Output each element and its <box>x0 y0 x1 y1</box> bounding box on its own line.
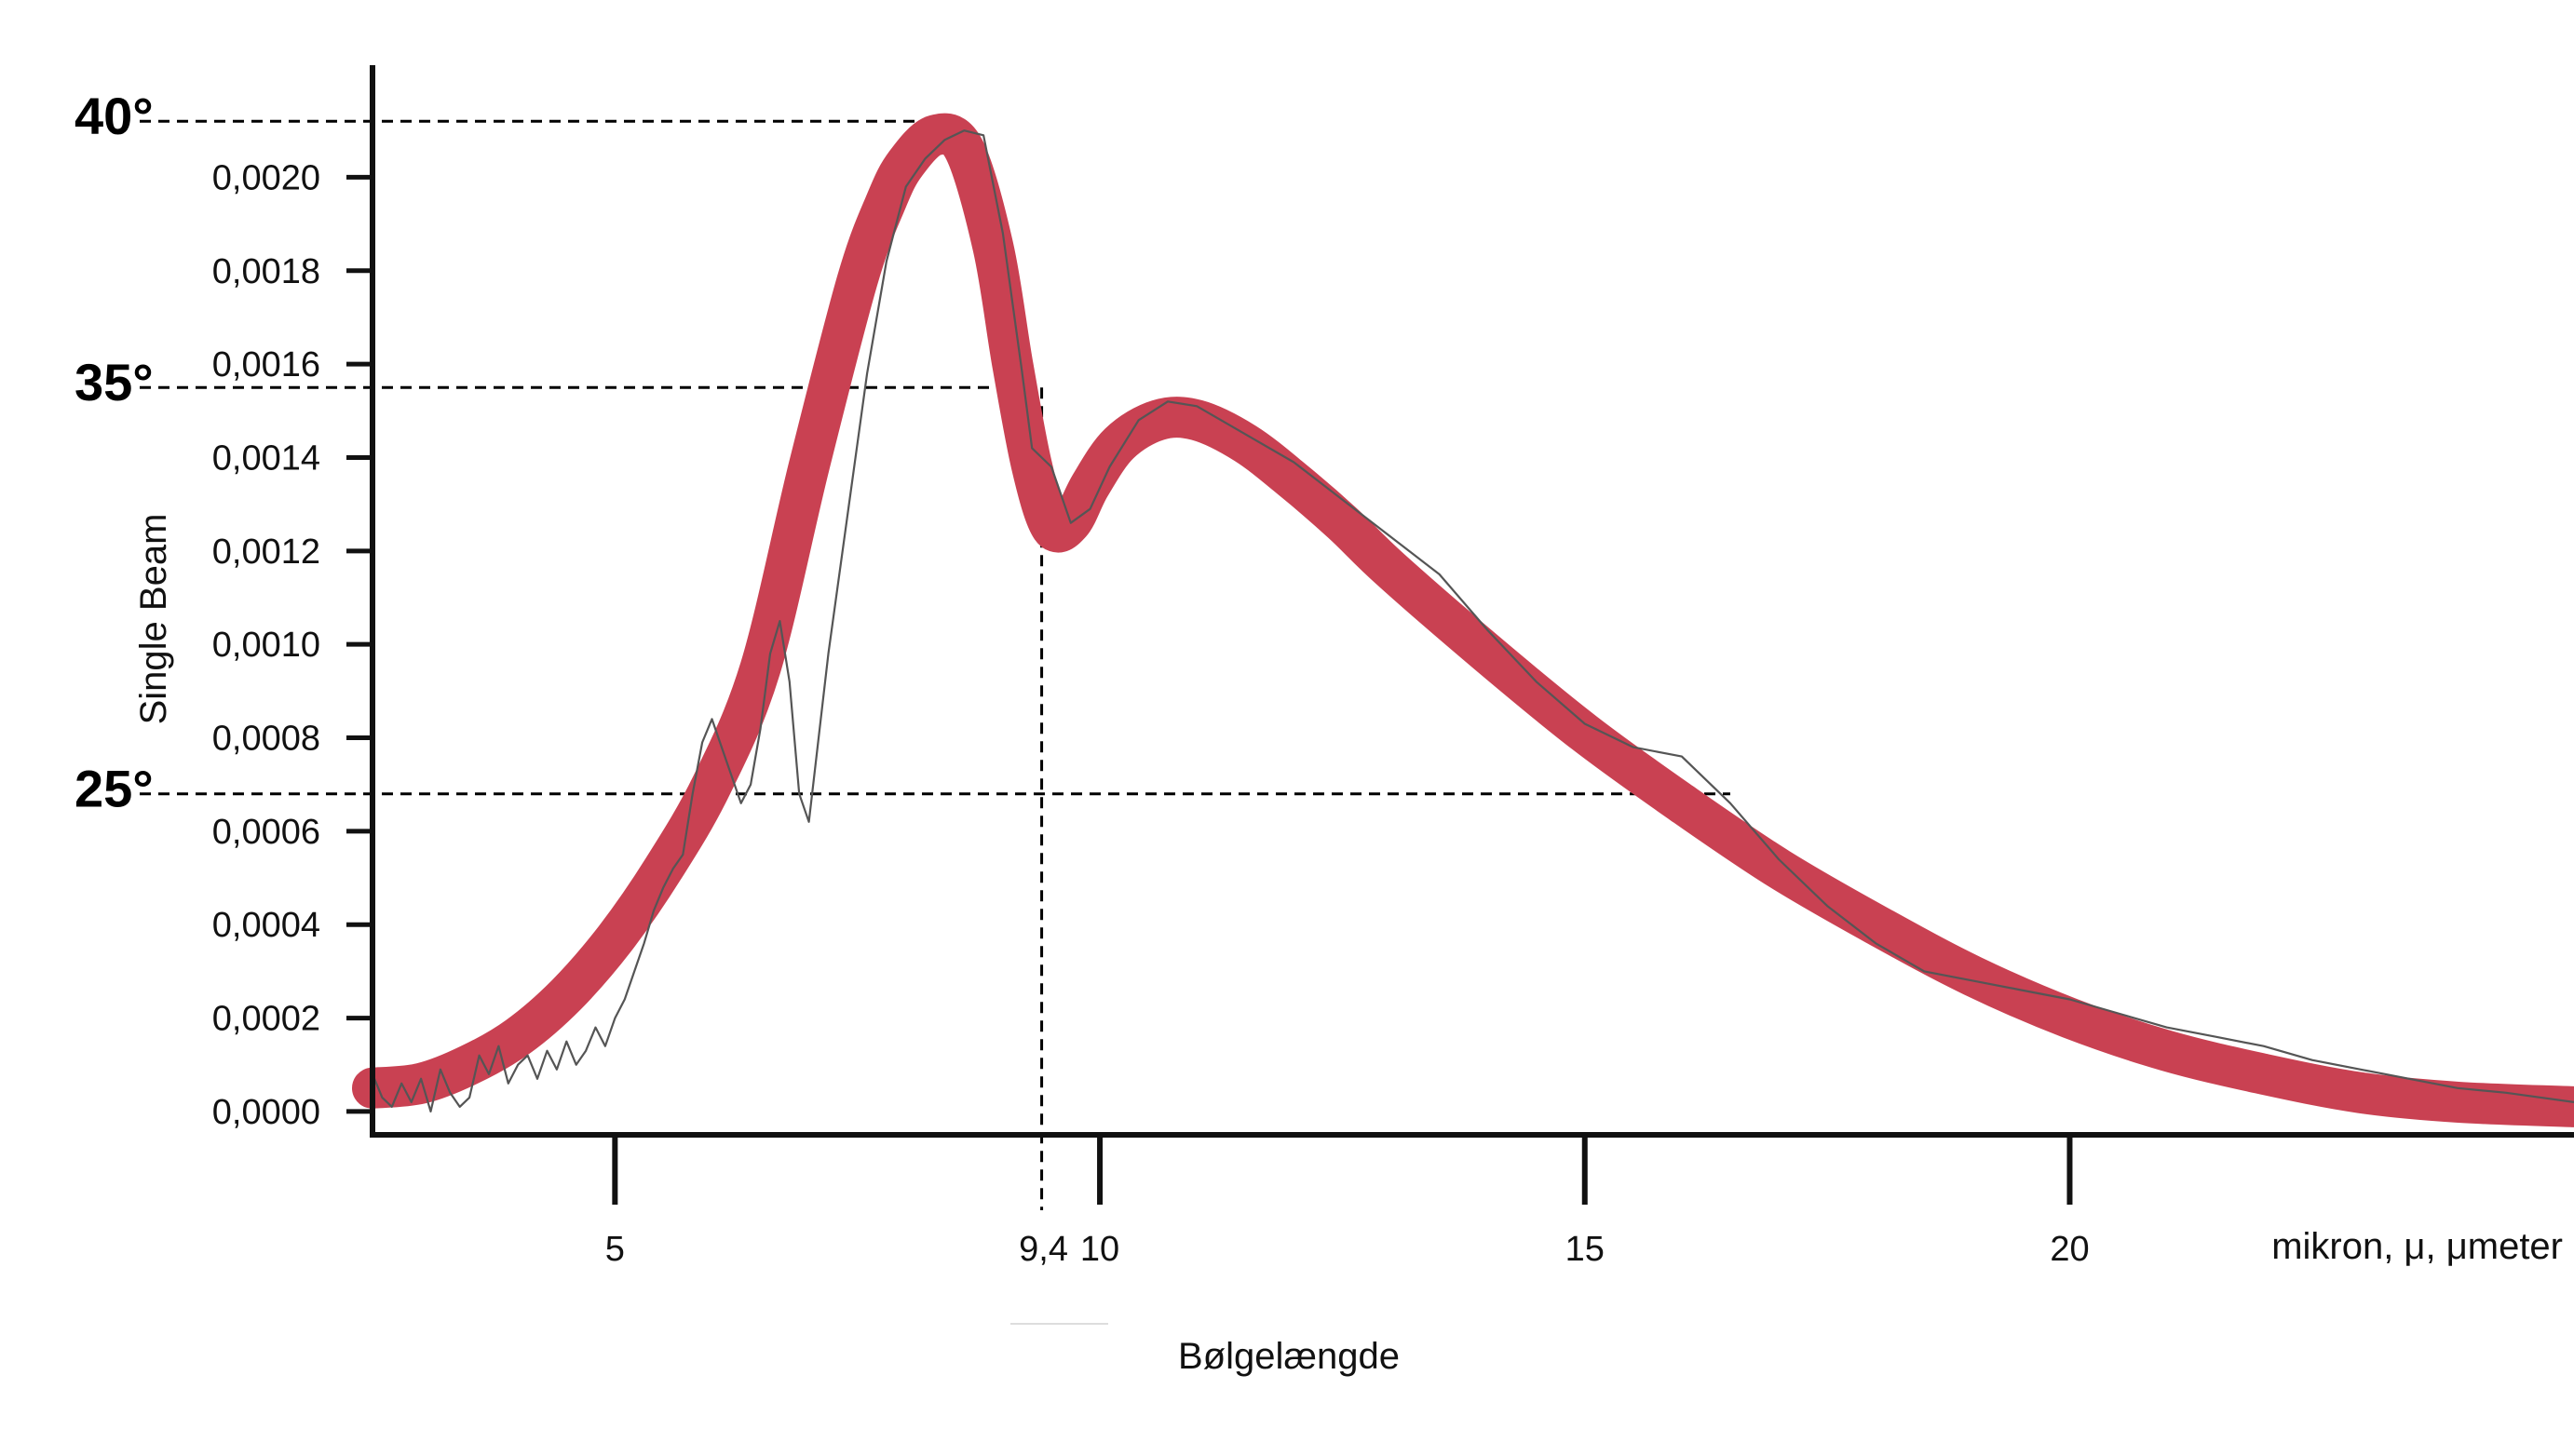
x-axis-title: Bølgelængde <box>1178 1336 1400 1377</box>
y-axis-title: Single Beam <box>133 514 174 725</box>
y-tick-label: 0,0000 <box>212 1093 320 1132</box>
y-tick-label: 0,0002 <box>212 1000 320 1039</box>
series-band-curve <box>352 113 2574 1127</box>
series-noisy-trace <box>371 129 2574 1113</box>
y-tick-label: 0,0016 <box>212 345 320 384</box>
y-tick-label: 0,0004 <box>212 906 320 945</box>
angle-label-1: 40° <box>75 87 154 145</box>
y-tick-label: 0,0008 <box>212 720 320 759</box>
y-tick-label: 0,0012 <box>212 533 320 572</box>
x-tick-label: 5 <box>605 1230 625 1269</box>
y-tick-label: 0,0020 <box>212 158 320 197</box>
axes <box>370 65 2574 1138</box>
x-unit-label: mikron, μ, μmeter <box>2271 1226 2563 1267</box>
series-layer <box>352 113 2574 1127</box>
x-tick-label: 20 <box>2050 1230 2089 1269</box>
angle-label-3: 25° <box>75 760 154 818</box>
x-extra-label: 9,4 <box>1019 1230 1068 1269</box>
ticks: 0,0000 0,0002 0,0004 0,0006 0,0008 0,0010 0,00… <box>212 158 2090 1269</box>
x-tick-label: 10 <box>1080 1230 1119 1269</box>
angle-label-2: 35° <box>75 353 154 411</box>
y-tick-label: 0,0018 <box>212 252 320 291</box>
labels: mikron, μ, μmeter Bølgelængde Single Bea… <box>133 514 2563 1377</box>
y-tick-label: 0,0014 <box>212 438 320 478</box>
y-tick-label: 0,0006 <box>212 813 320 852</box>
y-tick-label: 0,0010 <box>212 626 320 665</box>
x-tick-label: 15 <box>1565 1230 1605 1269</box>
